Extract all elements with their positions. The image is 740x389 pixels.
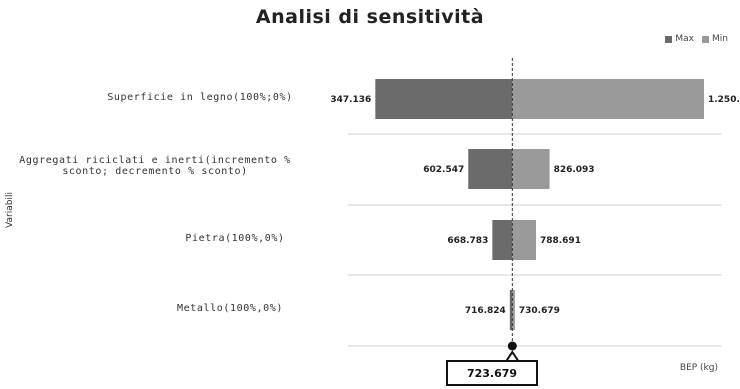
data-label-max: 347.136 bbox=[330, 95, 371, 105]
baseline-marker bbox=[507, 341, 517, 351]
data-label-min: 730.679 bbox=[519, 306, 560, 316]
data-label-max: 668.783 bbox=[447, 236, 488, 246]
x-axis-label: BEP (kg) bbox=[679, 363, 718, 373]
bar-max bbox=[468, 149, 513, 189]
bar-min bbox=[512, 290, 515, 330]
data-label-max: 602.547 bbox=[423, 165, 464, 175]
data-label-max: 716.824 bbox=[465, 306, 506, 316]
bar-min bbox=[512, 149, 550, 189]
bar-max bbox=[509, 290, 513, 330]
legend-item-min: Min bbox=[702, 34, 728, 44]
legend-swatch-min bbox=[702, 35, 710, 43]
legend-label-max: Max bbox=[675, 34, 695, 44]
bar-min bbox=[512, 220, 536, 260]
bar-max bbox=[375, 79, 513, 119]
legend-label-min: Min bbox=[712, 34, 728, 44]
baseline-value-box: 723.679 bbox=[446, 360, 538, 386]
baseline-pointer bbox=[505, 350, 520, 362]
data-label-min: 1.250.504 bbox=[708, 95, 740, 105]
bar-min bbox=[512, 79, 704, 119]
legend: Max Min bbox=[665, 34, 728, 44]
category-label-1: Aggregati riciclati e inerti(incremento … bbox=[19, 155, 291, 177]
category-label-3: Metallo(100%,0%) bbox=[177, 303, 283, 314]
data-label-min: 826.093 bbox=[554, 165, 595, 175]
category-label-2: Pietra(100%,0%) bbox=[185, 233, 285, 244]
category-label-0: Superficie in legno(100%;0%) bbox=[107, 92, 293, 103]
legend-swatch-max bbox=[665, 35, 673, 43]
bar-max bbox=[492, 220, 513, 260]
data-label-min: 788.691 bbox=[540, 236, 581, 246]
chart-title: Analisi di sensitività bbox=[255, 6, 485, 28]
legend-item-max: Max bbox=[665, 34, 694, 44]
